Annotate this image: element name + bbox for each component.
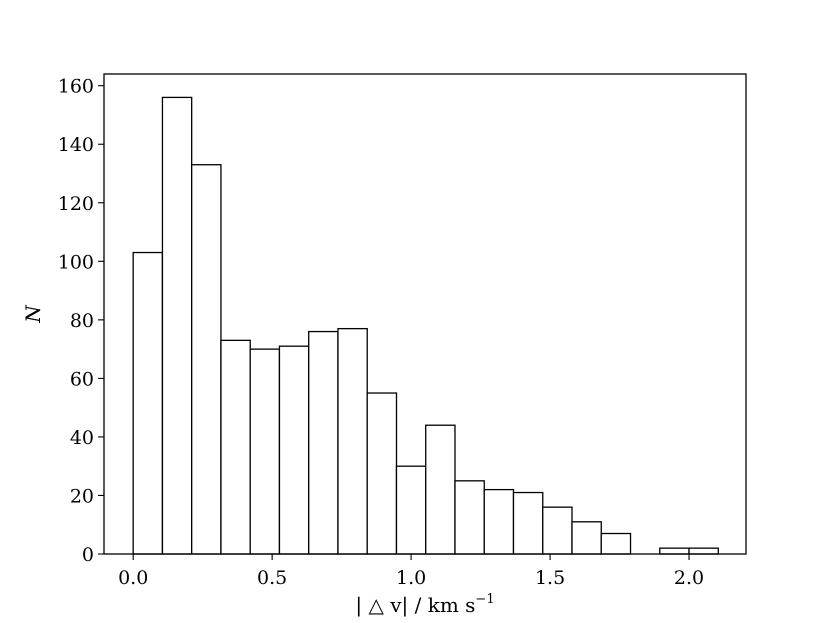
histogram-bar bbox=[191, 164, 222, 555]
histogram-bar bbox=[337, 327, 368, 555]
plot-frame bbox=[103, 73, 747, 555]
x-tick-label: 0.0 bbox=[118, 567, 148, 589]
y-tick-label: 160 bbox=[58, 76, 94, 98]
histogram-bar bbox=[659, 547, 690, 555]
x-axis-label: | △ v| / km s−1 bbox=[355, 592, 494, 618]
histogram-bar bbox=[220, 339, 251, 555]
histogram-bar bbox=[542, 506, 573, 555]
histogram-bar bbox=[512, 491, 544, 555]
x-axis-ticks: 0.0 0.5 1.0 1.5 2.0 bbox=[118, 554, 704, 589]
y-tick-label: 100 bbox=[58, 251, 94, 273]
y-axis-ticks: 0 20 40 60 80 100 120 140 160 bbox=[58, 76, 104, 566]
histogram-bar bbox=[366, 392, 398, 555]
histogram-bar bbox=[483, 488, 515, 555]
histogram-bar bbox=[308, 330, 339, 555]
histogram-bar bbox=[425, 424, 456, 555]
histogram-bar bbox=[132, 251, 164, 555]
y-tick-label: 120 bbox=[58, 193, 94, 215]
histogram-bar bbox=[454, 480, 485, 555]
histogram-bar bbox=[161, 96, 193, 555]
x-axis-label-text: | △ v| / km s bbox=[355, 593, 475, 618]
histogram-bar bbox=[571, 521, 602, 555]
y-tick-label: 140 bbox=[58, 134, 94, 156]
histogram-bar bbox=[278, 345, 310, 555]
histogram-bars bbox=[132, 96, 719, 555]
y-tick-label: 80 bbox=[70, 310, 94, 332]
y-axis-label: N bbox=[21, 304, 45, 324]
x-tick-label: 0.5 bbox=[257, 567, 287, 589]
x-tick-label: 1.5 bbox=[535, 567, 565, 589]
histogram-bar bbox=[395, 465, 427, 555]
x-tick-label: 2.0 bbox=[674, 567, 704, 589]
y-tick-label: 40 bbox=[70, 427, 94, 449]
y-tick-label: 20 bbox=[70, 485, 94, 507]
x-axis-label-superscript: −1 bbox=[475, 592, 494, 607]
histogram-bar bbox=[249, 348, 281, 555]
histogram-bar bbox=[688, 547, 719, 555]
x-tick-label: 1.0 bbox=[396, 567, 426, 589]
histogram-bar bbox=[600, 532, 632, 555]
y-tick-label: 60 bbox=[70, 368, 94, 390]
y-tick-label: 0 bbox=[82, 544, 94, 566]
